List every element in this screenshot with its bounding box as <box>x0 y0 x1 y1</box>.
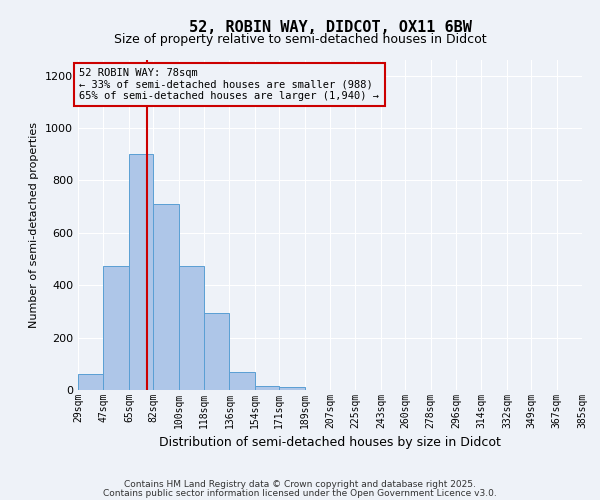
Text: Contains public sector information licensed under the Open Government Licence v3: Contains public sector information licen… <box>103 488 497 498</box>
Bar <box>279 388 305 390</box>
Bar <box>78 374 103 390</box>
Bar <box>153 204 179 390</box>
Y-axis label: Number of semi-detached properties: Number of semi-detached properties <box>29 122 40 328</box>
Bar <box>129 154 153 390</box>
Text: 52 ROBIN WAY: 78sqm
← 33% of semi-detached houses are smaller (988)
65% of semi-: 52 ROBIN WAY: 78sqm ← 33% of semi-detach… <box>79 68 379 101</box>
Text: Size of property relative to semi-detached houses in Didcot: Size of property relative to semi-detach… <box>113 32 487 46</box>
Title: 52, ROBIN WAY, DIDCOT, OX11 6BW: 52, ROBIN WAY, DIDCOT, OX11 6BW <box>188 20 472 35</box>
Bar <box>229 372 255 390</box>
Bar <box>255 386 279 390</box>
Bar <box>204 312 229 390</box>
Bar <box>103 266 129 390</box>
X-axis label: Distribution of semi-detached houses by size in Didcot: Distribution of semi-detached houses by … <box>159 436 501 450</box>
Bar <box>179 266 204 390</box>
Text: Contains HM Land Registry data © Crown copyright and database right 2025.: Contains HM Land Registry data © Crown c… <box>124 480 476 489</box>
